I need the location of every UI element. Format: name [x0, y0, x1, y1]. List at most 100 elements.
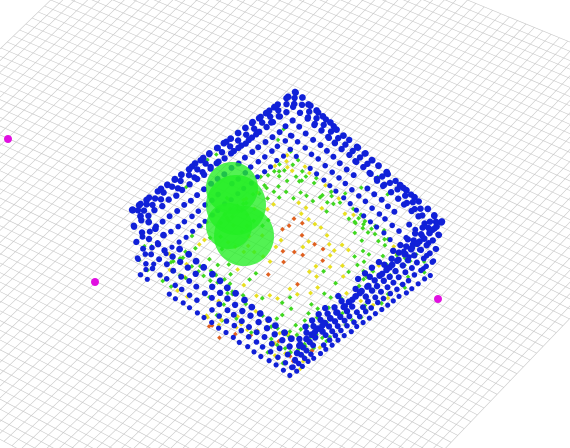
- shell-point: [374, 283, 380, 289]
- shell-point: [263, 139, 269, 145]
- shell-point: [381, 296, 387, 302]
- shell-point: [249, 149, 255, 155]
- shell-point: [291, 95, 297, 101]
- shell-point: [378, 289, 384, 295]
- shell-point: [224, 318, 230, 324]
- shell-point: [147, 229, 153, 235]
- inner-point: [306, 217, 311, 222]
- inner-point: [308, 291, 313, 296]
- inner-point: [280, 313, 285, 318]
- shell-point: [151, 262, 156, 267]
- inner-point: [362, 259, 367, 264]
- shell-point: [269, 341, 275, 347]
- inner-point: [287, 286, 292, 291]
- shell-point: [149, 245, 155, 251]
- inner-point: [254, 293, 259, 298]
- shell-point: [324, 148, 330, 154]
- shell-point: [274, 362, 279, 367]
- inner-point: [226, 262, 231, 267]
- shell-point: [131, 224, 137, 230]
- shell-point: [232, 323, 238, 329]
- shell-point: [389, 223, 395, 229]
- shell-point: [215, 159, 221, 165]
- shell-point: [246, 334, 252, 340]
- shell-point: [135, 207, 141, 213]
- inner-point: [361, 249, 366, 254]
- shell-point: [288, 147, 293, 152]
- shell-point: [232, 290, 239, 297]
- shell-point: [193, 258, 200, 265]
- shell-point: [376, 259, 382, 265]
- shell-point: [316, 311, 322, 317]
- grid-line: [169, 0, 570, 127]
- inner-point: [190, 234, 195, 239]
- inner-point: [193, 246, 198, 251]
- grid-line: [0, 0, 225, 326]
- shell-point: [294, 154, 299, 159]
- inner-point: [215, 263, 220, 268]
- shell-point: [379, 197, 385, 203]
- inner-point: [315, 285, 320, 290]
- inner-point: [358, 299, 363, 304]
- shell-point: [286, 343, 292, 349]
- shell-point: [242, 125, 249, 132]
- shell-point: [335, 293, 341, 299]
- shell-point: [143, 201, 149, 207]
- shell-point: [140, 234, 146, 240]
- shell-point: [175, 185, 181, 191]
- shell-point: [281, 154, 286, 159]
- shell-point: [349, 329, 354, 334]
- shell-point: [129, 207, 135, 213]
- inner-point: [273, 244, 278, 249]
- inner-point: [376, 239, 381, 244]
- shell-point: [371, 191, 377, 197]
- inner-point: [300, 253, 305, 258]
- shell-point: [381, 278, 387, 284]
- shell-point: [329, 169, 335, 175]
- shell-point: [394, 258, 400, 264]
- shell-point: [224, 295, 230, 301]
- shell-point: [254, 339, 260, 345]
- shell-point: [411, 252, 417, 258]
- shell-point: [181, 202, 187, 208]
- shell-point: [216, 313, 222, 319]
- shell-point: [257, 310, 264, 317]
- shell-point: [366, 170, 372, 176]
- shell-point: [431, 225, 437, 231]
- shell-point: [337, 160, 343, 166]
- shell-point: [188, 198, 194, 204]
- inner-point: [228, 272, 233, 277]
- shell-point: [354, 309, 360, 315]
- inner-point: [292, 216, 297, 221]
- grid-line: [138, 0, 570, 161]
- shell-point: [174, 208, 180, 214]
- shell-point: [348, 201, 353, 206]
- inner-point: [366, 252, 371, 257]
- inner-point: [293, 323, 298, 328]
- shell-point: [267, 113, 273, 119]
- inner-point: [300, 169, 305, 174]
- shell-point: [184, 235, 189, 240]
- shell-point: [412, 230, 418, 236]
- shell-point: [232, 302, 238, 308]
- inner-point: [303, 174, 308, 179]
- shell-point: [318, 127, 324, 133]
- inner-point: [315, 306, 320, 311]
- shell-point: [272, 331, 278, 337]
- shell-point: [265, 316, 272, 323]
- shell-point: [178, 171, 185, 178]
- shell-point: [292, 358, 298, 364]
- shell-point: [219, 149, 225, 155]
- inner-point: [359, 238, 364, 243]
- shell-point: [388, 256, 394, 262]
- inner-point: [369, 226, 374, 231]
- shell-point: [239, 328, 245, 334]
- shell-point: [262, 169, 267, 174]
- shell-point: [381, 182, 387, 188]
- shell-point: [178, 274, 184, 280]
- shell-point: [251, 349, 256, 354]
- shell-point: [363, 293, 369, 299]
- shell-point: [294, 369, 299, 374]
